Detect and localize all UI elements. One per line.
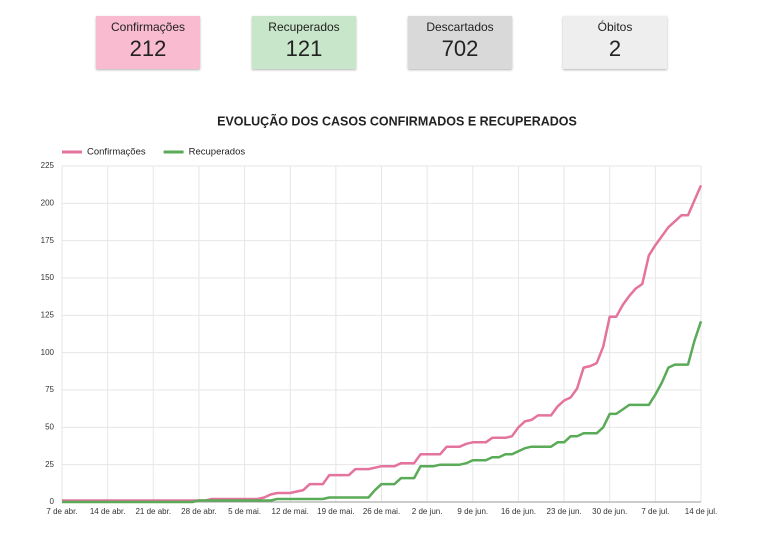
- kpi-value: 121: [286, 36, 323, 61]
- series-line: [62, 320, 703, 504]
- y-tick-label: 175: [41, 236, 55, 245]
- x-tick-label: 7 de abr.: [46, 507, 77, 516]
- kpi-cards: Confirmações 212 Recuperados 121 Descartados…: [96, 16, 667, 69]
- kpi-card: [563, 16, 667, 69]
- y-tick-label: 150: [41, 273, 55, 282]
- x-tick-label: 7 de jul.: [641, 507, 669, 516]
- kpi-label: Recuperados: [268, 20, 339, 34]
- kpi-label: Confirmações: [111, 20, 185, 34]
- kpi-value: 2: [609, 36, 621, 61]
- y-tick-label: 75: [45, 385, 54, 394]
- x-tick-label: 28 de abr.: [181, 507, 217, 516]
- chart-title: EVOLUÇÃO DOS CASOS CONFIRMADOS E RECUPER…: [217, 113, 577, 128]
- x-tick-label: 16 de jun.: [501, 507, 536, 516]
- x-tick-label: 30 de jun.: [592, 507, 627, 516]
- x-tick-label: 5 de mai.: [228, 507, 261, 516]
- legend-label: Recuperados: [189, 147, 246, 158]
- y-tick-label: 100: [41, 348, 55, 357]
- kpi-value: 212: [130, 36, 167, 61]
- x-tick-label: 19 de mai.: [317, 507, 354, 516]
- x-tick-label: 9 de jun.: [457, 507, 488, 516]
- x-tick-label: 21 de abr.: [135, 507, 171, 516]
- y-tick-label: 200: [41, 198, 55, 207]
- y-tick-label: 125: [41, 310, 55, 319]
- series-line: [62, 184, 703, 502]
- kpi-card: [96, 16, 200, 69]
- x-tick-label: 26 de mai.: [363, 507, 400, 516]
- x-tick-label: 23 de jun.: [547, 507, 582, 516]
- x-tick-label: 2 de jun.: [412, 507, 443, 516]
- kpi-value: 702: [442, 36, 479, 61]
- kpi-card: [408, 16, 512, 69]
- x-tick-label: 12 de mai.: [272, 507, 309, 516]
- y-tick-label: 25: [45, 460, 54, 469]
- kpi-label: Descartados: [426, 20, 493, 34]
- legend-label: Confirmações: [87, 147, 146, 158]
- x-tick-label: 14 de jul.: [685, 507, 717, 516]
- kpi-card: [252, 16, 356, 69]
- x-tick-label: 14 de abr.: [90, 507, 126, 516]
- kpi-label: Óbitos: [598, 19, 633, 34]
- y-tick-label: 0: [50, 497, 55, 506]
- chart: 0 25 50 75 100 125 150 175 200 225 7 de abr. 14 de …: [41, 147, 718, 517]
- y-tick-label: 50: [45, 422, 54, 431]
- y-tick-label: 225: [41, 161, 55, 170]
